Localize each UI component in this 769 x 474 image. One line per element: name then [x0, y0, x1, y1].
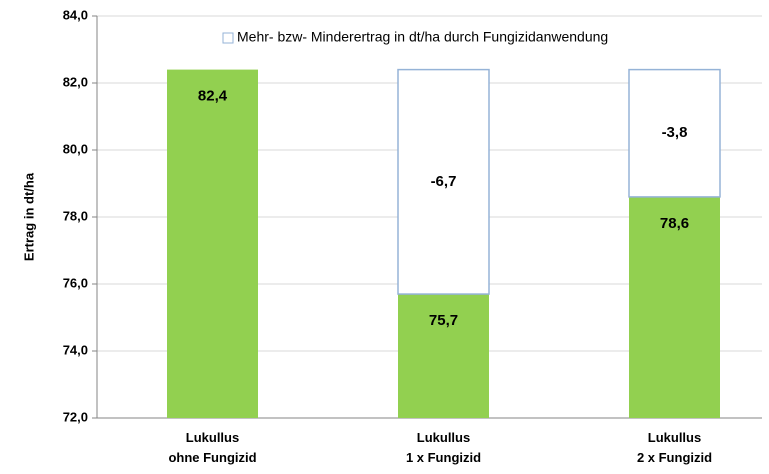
y-tick-label: 84,0	[63, 7, 88, 22]
value-label: -3,8	[662, 124, 688, 141]
legend-label: Mehr- bzw- Minderertrag in dt/ha durch F…	[237, 29, 608, 45]
x-tick-label: Lukullus ohne Fungizid	[168, 430, 257, 465]
y-tick-label: 76,0	[63, 275, 88, 290]
y-tick-label: 80,0	[63, 141, 88, 156]
bar	[629, 196, 720, 418]
y-tick-label: 74,0	[63, 342, 88, 357]
difference-bar	[397, 68, 490, 295]
y-tick-label: 72,0	[63, 409, 88, 424]
value-label: 78,6	[660, 215, 689, 232]
bar	[167, 69, 258, 418]
y-tick-label: 82,0	[63, 74, 88, 89]
value-label: 82,4	[198, 88, 228, 105]
value-label: -6,7	[431, 173, 457, 190]
bar	[398, 294, 489, 418]
x-tick-label: Lukullus 1 x Fungizid	[405, 430, 482, 465]
legend-swatch	[222, 32, 234, 44]
value-label: 75,7	[429, 312, 458, 329]
y-tick-label: 78,0	[63, 208, 88, 223]
x-tick-label: Lukullus 2 x Fungizid	[636, 430, 713, 465]
difference-bar	[628, 68, 721, 198]
y-axis-label: Ertrag in dt/ha	[21, 172, 36, 261]
